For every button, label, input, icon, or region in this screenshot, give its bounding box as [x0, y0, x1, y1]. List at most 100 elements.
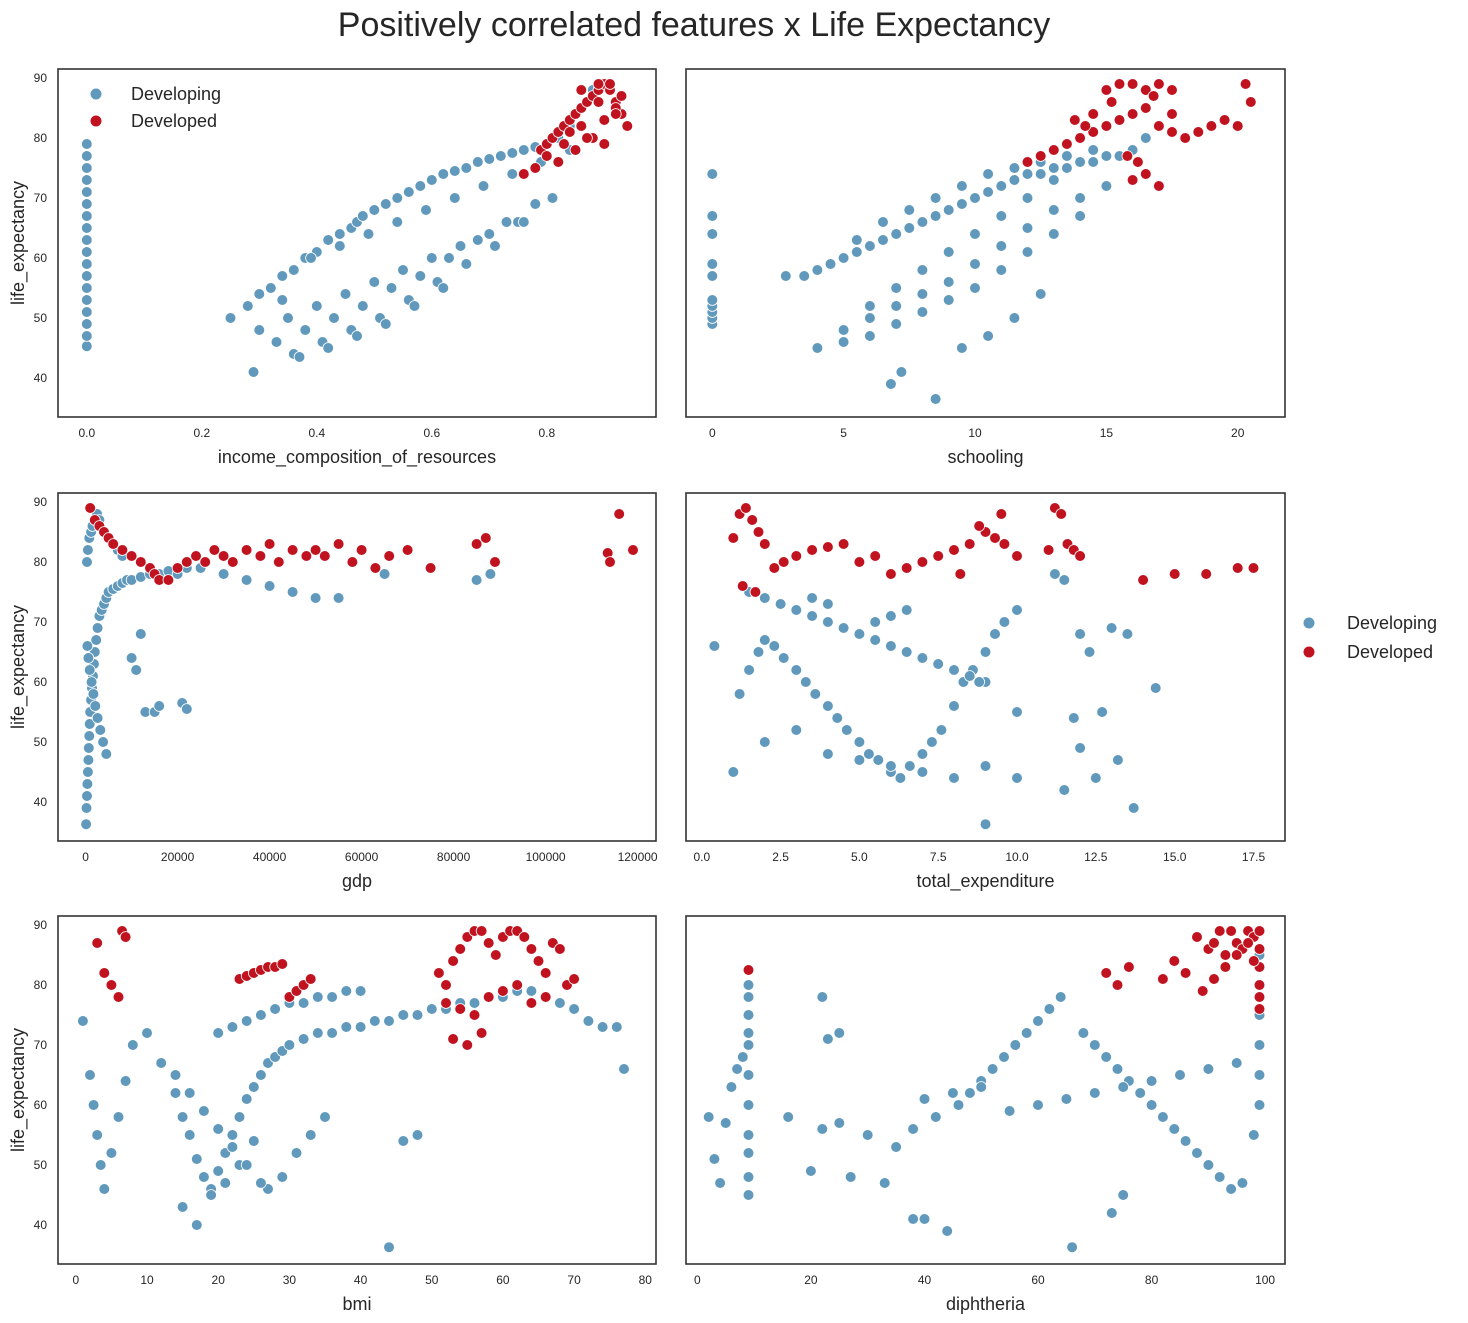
legend-inset-marker-developing — [89, 87, 103, 101]
point-developing — [1202, 1063, 1215, 1075]
point-developing — [1096, 706, 1108, 718]
point-developing — [81, 186, 93, 198]
point-developed — [300, 550, 313, 562]
point-developing — [385, 282, 398, 294]
point-developed — [575, 84, 588, 96]
point-developing — [368, 1015, 381, 1027]
point-developing — [1058, 784, 1071, 796]
point-developed — [916, 556, 929, 568]
point-developed — [112, 991, 125, 1003]
point-developed — [525, 943, 538, 955]
point-developing — [1032, 1015, 1044, 1027]
point-developing — [1134, 1087, 1146, 1099]
x-tick-label: 100000 — [526, 850, 566, 864]
point-developing — [402, 186, 415, 198]
x-tick-label: 60 — [1031, 1273, 1045, 1287]
point-developing — [112, 1111, 125, 1123]
legend-inset-label-developed: Developed — [131, 111, 217, 131]
x-tick-label: 50 — [425, 1273, 439, 1287]
point-developing — [926, 736, 938, 748]
y-axis-label: life_expectancy — [8, 181, 29, 305]
point-developing — [752, 646, 765, 658]
point-developed — [998, 538, 1011, 550]
point-developing — [706, 228, 719, 240]
point-developed — [1219, 961, 1232, 973]
legend-outside: Developing Developed — [1302, 613, 1437, 662]
point-developing — [414, 180, 427, 192]
point-developing — [397, 1009, 410, 1021]
x-tick-label: 0.0 — [78, 426, 95, 440]
y-tick-label: 60 — [34, 251, 48, 265]
point-developing — [743, 664, 755, 676]
point-developed — [227, 556, 239, 568]
point-developing — [1121, 628, 1134, 640]
point-developing — [333, 240, 346, 252]
point-developing — [448, 165, 461, 177]
point-developing — [212, 1123, 225, 1135]
point-developing — [494, 150, 507, 162]
point-developing — [969, 228, 981, 240]
point-developed — [1219, 949, 1232, 961]
point-developing — [964, 1087, 976, 1099]
x-tick-label: 5 — [840, 426, 847, 440]
point-developing — [1083, 646, 1096, 658]
point-developing — [471, 156, 484, 168]
axes-frame — [685, 492, 1286, 842]
x-tick-label: 0.6 — [423, 426, 440, 440]
point-developing — [706, 210, 719, 222]
point-developing — [383, 1241, 395, 1253]
point-developing — [1191, 1147, 1203, 1159]
x-tick-label: 0.4 — [308, 426, 325, 440]
point-developing — [483, 153, 496, 165]
x-tick-label: 70 — [567, 1273, 581, 1287]
point-developing — [443, 252, 455, 264]
y-tick-label: 40 — [34, 371, 48, 385]
point-developing — [727, 766, 740, 778]
point-developed — [454, 1003, 467, 1015]
point-developed — [162, 574, 175, 586]
y-tick-label: 70 — [34, 191, 48, 205]
point-developing — [89, 700, 102, 712]
y-tick-label: 80 — [34, 131, 48, 145]
point-developing — [81, 198, 93, 210]
point-developing — [702, 1111, 715, 1123]
point-developing — [916, 216, 929, 228]
axes-frame — [57, 68, 657, 418]
point-developed — [116, 544, 129, 556]
point-developed — [1111, 979, 1124, 991]
point-developing — [77, 1015, 89, 1027]
point-developing — [777, 652, 790, 664]
point-developing — [742, 991, 755, 1003]
point-developed — [1021, 156, 1034, 168]
point-developing — [525, 985, 538, 997]
point-developing — [610, 1021, 623, 1033]
point-developing — [226, 1141, 239, 1153]
point-developed — [369, 562, 382, 574]
x-tick-label: 0 — [72, 1273, 79, 1287]
point-developing — [81, 162, 93, 174]
point-developed — [1113, 114, 1126, 126]
point-developed — [569, 144, 582, 156]
point-developing — [1074, 742, 1086, 754]
point-developing — [1048, 204, 1060, 216]
point-developing — [998, 1051, 1010, 1063]
point-developing — [322, 234, 335, 246]
subplot-3: 0 20000 40000 60000 80000 100000 120000 40 50 60 7… — [8, 492, 658, 891]
point-developing — [328, 312, 340, 324]
point-developing — [742, 1039, 755, 1051]
point-developed — [318, 550, 331, 562]
point-developed — [1100, 967, 1112, 979]
x-tick-label: 0 — [709, 426, 716, 440]
point-developed — [1253, 1003, 1266, 1015]
point-developing — [217, 568, 230, 580]
point-developed — [1153, 180, 1165, 192]
point-developing — [1074, 192, 1086, 204]
point-developing — [706, 168, 719, 180]
x-tick-label: 10 — [140, 1273, 154, 1287]
point-developing — [768, 640, 781, 652]
point-developed — [511, 979, 524, 991]
point-developing — [322, 342, 335, 354]
point-developed — [539, 991, 552, 1003]
point-developing — [811, 342, 824, 354]
point-developing — [98, 1183, 111, 1195]
